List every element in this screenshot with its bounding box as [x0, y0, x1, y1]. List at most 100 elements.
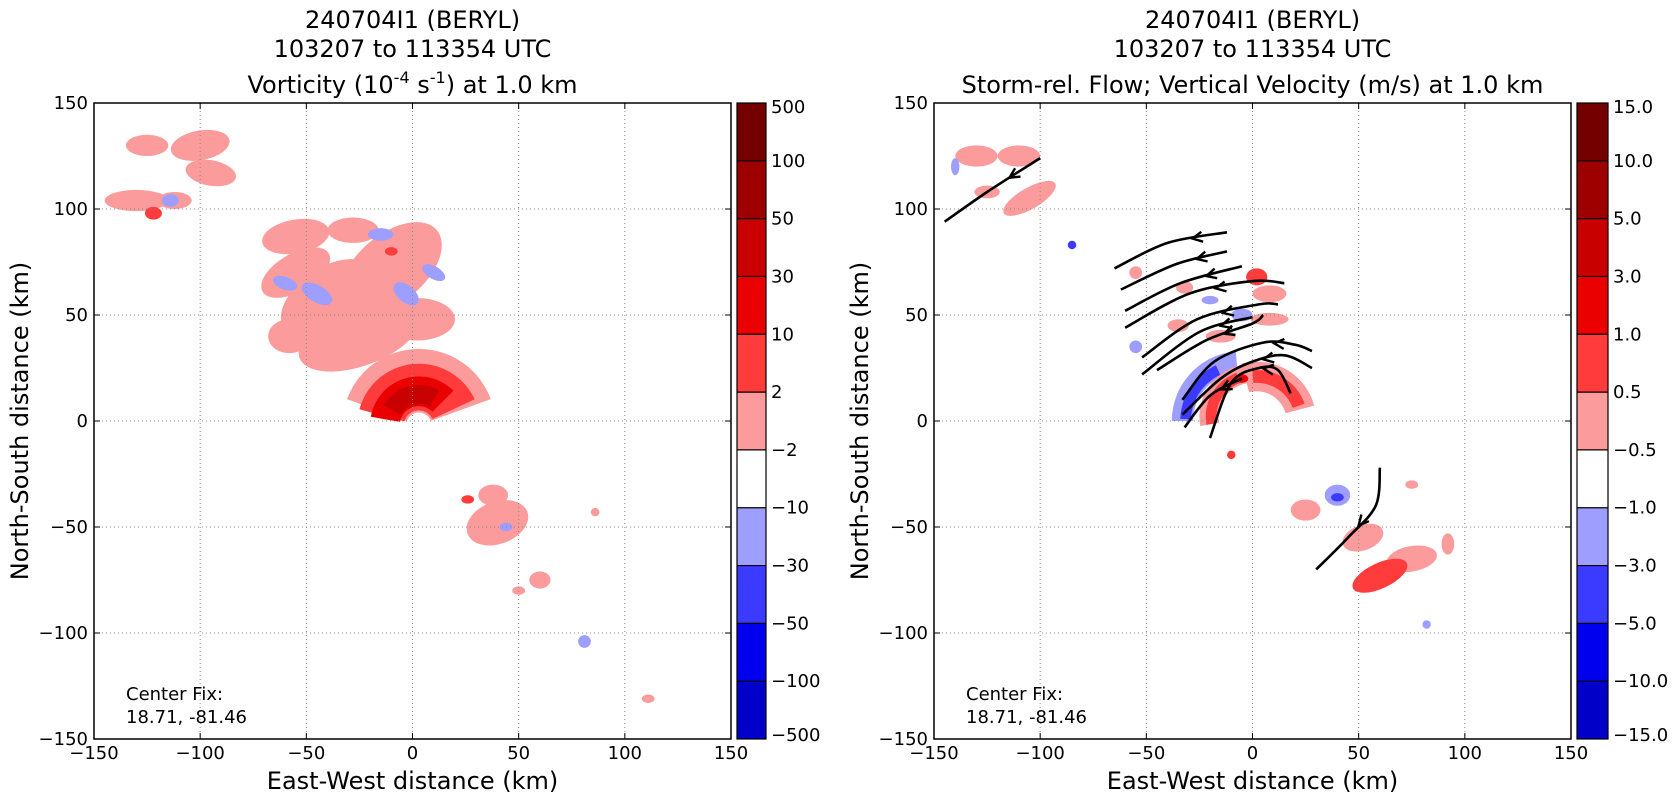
colorbar-tick-label: −100: [771, 671, 820, 692]
streamline-arrow: [1203, 267, 1218, 280]
title-text: Storm-rel. Flow; Vertical Velocity (m/s)…: [962, 71, 1544, 99]
vorticity-panel: −150 −100 −50 0 50 100 150150100500−50−100−150…: [6, 6, 820, 795]
colorbar-band: [737, 565, 766, 624]
x-tick-label: −100: [175, 743, 224, 764]
y-tick-label: 150: [894, 93, 928, 114]
center-fix-label: Center Fix:: [126, 684, 223, 705]
field-blob: [1342, 523, 1384, 552]
colorbar-tick-label: 0.5: [1613, 382, 1642, 403]
x-tick-label: −100: [1015, 743, 1064, 764]
colorbar-tick-label: 500: [771, 97, 805, 118]
colorbar-band: [1577, 392, 1608, 451]
y-tick-label: 50: [65, 305, 88, 326]
title-line-1: 240704I1 (BERYL): [1145, 6, 1360, 34]
center-fix-value: 18.71, -81.46: [126, 707, 247, 728]
colorbar-tick-label: −5.0: [1613, 613, 1657, 634]
x-tick-label: 100: [1448, 743, 1482, 764]
colorbar-frame: [1576, 102, 1609, 740]
colorbar-band: [737, 507, 766, 567]
field-blob: [1441, 533, 1455, 555]
colorbar-tick-label: −3.0: [1613, 556, 1657, 577]
title-text: Vorticity (10: [247, 71, 393, 99]
y-tick-label: 50: [905, 305, 928, 326]
vertical-velocity-panel: −150 −100 −50 0 50 100 150 150 100 50 0 −50 −100 −150…: [846, 6, 1668, 795]
colorbar-tick-label: 100: [771, 151, 805, 172]
field-blob: [950, 158, 960, 176]
colorbar-tick-label: 10.0: [1613, 151, 1653, 172]
colorbar-tick-label: 5.0: [1613, 209, 1642, 230]
y-tick-label: 0: [77, 411, 88, 432]
colorbar-tick-label: −500: [771, 725, 820, 746]
streamline-arrow: [1219, 379, 1233, 391]
field-blob: [1246, 268, 1268, 286]
plot-area: [94, 103, 731, 739]
field-blob: [170, 129, 230, 161]
y-tick-label: −100: [39, 623, 88, 644]
colorbar-tick-label: −10.0: [1613, 671, 1668, 692]
colorbar-band: [737, 392, 766, 451]
field-blob: [578, 635, 591, 648]
colorbar-frame: [736, 102, 767, 740]
colorbar-band: [737, 218, 766, 277]
y-tick-label: −50: [890, 517, 928, 538]
colorbar-tick-label: 10: [771, 324, 794, 345]
field-blob: [529, 571, 551, 589]
colorbar-band: [737, 334, 766, 393]
y-axis-label: North-South distance (km): [846, 262, 874, 581]
colorbar-tick-label: 15.0: [1613, 97, 1653, 118]
colorbar-band: [1577, 276, 1608, 335]
field-blob: [955, 145, 998, 167]
field-layer: [104, 129, 655, 703]
streamline: [1315, 467, 1382, 571]
streamline: [1141, 315, 1253, 376]
colorbar-band: [737, 160, 766, 220]
y-tick-label: −50: [50, 517, 88, 538]
field-blob: [512, 586, 526, 595]
title-line-2: 103207 to 113354 UTC: [274, 35, 552, 63]
field-blob: [367, 228, 394, 241]
center-fix-value: 18.71, -81.46: [966, 707, 1087, 728]
field-blob: [461, 495, 475, 504]
field-blob: [1227, 450, 1236, 460]
streamline-arrow: [1356, 514, 1370, 528]
y-tick-label: 100: [894, 199, 928, 220]
field-blob: [384, 247, 398, 256]
center-fix-label: Center Fix:: [966, 684, 1063, 705]
field-blob: [272, 275, 298, 291]
streamline: [1113, 231, 1228, 270]
field-blob: [301, 282, 333, 306]
field-blob: [1352, 558, 1408, 593]
field-blob: [478, 484, 509, 506]
field-blob: [268, 319, 311, 354]
field-blob: [1422, 620, 1431, 629]
y-tick-label: 150: [54, 93, 88, 114]
title-superscript: -1: [430, 68, 446, 87]
field-blob: [327, 217, 379, 243]
x-tick-label: −150: [69, 743, 118, 764]
y-tick-label: −150: [879, 729, 928, 750]
y-tick-label: −150: [39, 729, 88, 750]
field-blob: [466, 500, 529, 546]
colorbar-tick-label: −15.0: [1613, 725, 1668, 746]
x-tick-label: −150: [909, 743, 958, 764]
field-blob: [1201, 295, 1219, 305]
streamline-arrow: [1260, 363, 1275, 376]
streamlines: [943, 157, 1382, 571]
x-tick-label: 150: [1554, 743, 1588, 764]
x-tick-label: 50: [1347, 743, 1370, 764]
streamline: [943, 157, 1041, 223]
streamline: [1208, 365, 1292, 439]
colorbar-band: [1577, 334, 1608, 393]
streamline-arrow: [1194, 250, 1208, 263]
title-text: s: [410, 71, 430, 99]
field-blob: [161, 194, 179, 207]
x-tick-label: −50: [1127, 743, 1165, 764]
field-blob: [1167, 319, 1189, 332]
streamline: [1181, 340, 1313, 401]
streamline: [1124, 264, 1243, 312]
colorbar-band: [737, 449, 766, 509]
title-line-3: Vorticity (10-4 s-1) at 1.0 km: [247, 68, 577, 99]
colorbar-band: [1577, 449, 1608, 509]
colorbar-tick-label: 30: [771, 266, 794, 287]
